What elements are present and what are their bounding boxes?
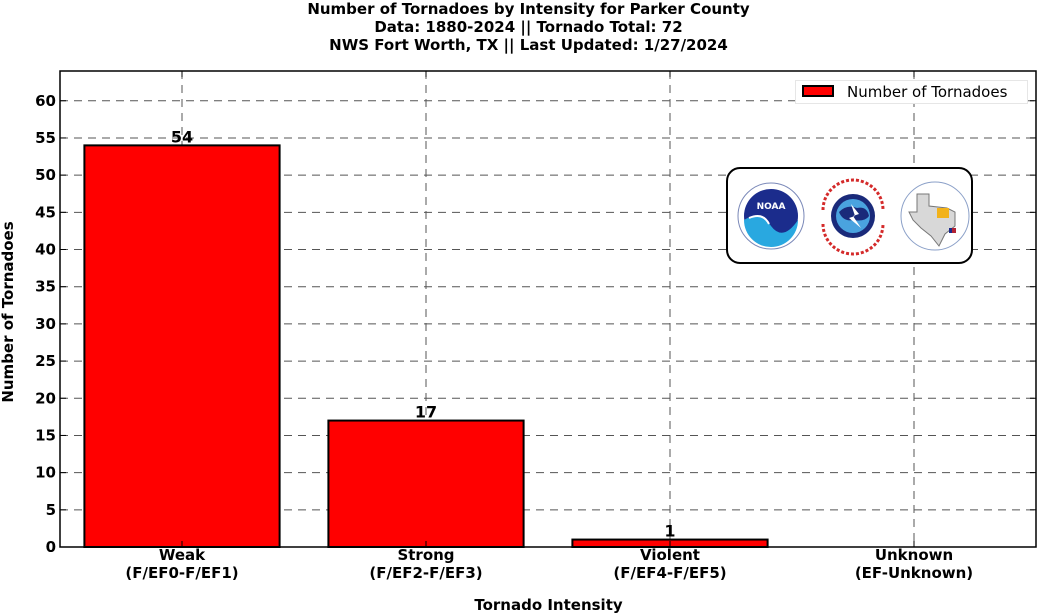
bar	[83, 144, 281, 548]
legend-label: Number of Tornadoes	[847, 83, 1008, 101]
x-tick-label: Unknown	[875, 546, 953, 564]
chart-title-line-1: Number of Tornadoes by Intensity for Par…	[307, 0, 750, 18]
logos: NOAA	[737, 178, 970, 256]
chart-title-line-3: NWS Fort Worth, TX || Last Updated: 1/27…	[329, 36, 728, 54]
plot-frame	[59, 70, 1037, 548]
data-label: 1	[664, 522, 675, 541]
y-tick-label: 50	[35, 166, 56, 184]
data-labels: 54 17 1	[171, 127, 676, 540]
chart-title: Number of Tornadoes by Intensity for Par…	[0, 0, 1037, 54]
logo-box: NOAA	[726, 167, 973, 264]
legend: Number of Tornadoes	[795, 80, 1028, 104]
y-tick-label: 35	[35, 278, 56, 296]
y-tick-label: 5	[46, 501, 56, 519]
y-tick-label: 45	[35, 203, 56, 221]
x-tick-label: (F/EF4-F/EF5)	[613, 564, 726, 582]
data-label: 54	[171, 127, 193, 146]
y-tick-label: 40	[35, 241, 56, 259]
y-tick-label: 0	[46, 538, 56, 556]
y-tick-label: 55	[35, 129, 56, 147]
x-axis-label: Tornado Intensity	[474, 596, 623, 614]
x-axis-ticks: Weak(F/EF0-F/EF1) Strong(F/EF2-F/EF3) Viol…	[125, 71, 973, 582]
x-tick-label: Violent	[640, 546, 700, 564]
x-tick-label: Strong	[397, 546, 454, 564]
noaa-logo: NOAA	[737, 182, 805, 250]
x-tick-label: (F/EF0-F/EF1)	[125, 564, 238, 582]
nws-logo	[820, 178, 886, 256]
y-axis-label: Number of Tornadoes	[0, 221, 17, 403]
data-label: 17	[415, 403, 437, 422]
bars	[83, 144, 769, 548]
chart-title-line-2: Data: 1880-2024 || Tornado Total: 72	[374, 18, 683, 36]
y-tick-label: 15	[35, 426, 56, 444]
x-tick-label: (F/EF2-F/EF3)	[369, 564, 482, 582]
y-tick-label: 60	[35, 92, 56, 110]
y-axis-ticks: 0 5 10 15 20 25 30 35 40 45 50 55 60	[35, 92, 1036, 556]
x-tick-label: (EF-Unknown)	[855, 564, 973, 582]
bar	[327, 419, 525, 548]
y-tick-label: 30	[35, 315, 56, 333]
y-tick-label: 20	[35, 389, 56, 407]
noaa-logo-text: NOAA	[757, 202, 786, 212]
legend-swatch	[802, 85, 834, 97]
y-tick-label: 10	[35, 464, 56, 482]
texas-logo	[900, 181, 970, 251]
x-tick-label: Weak	[159, 546, 206, 564]
y-tick-label: 25	[35, 352, 56, 370]
